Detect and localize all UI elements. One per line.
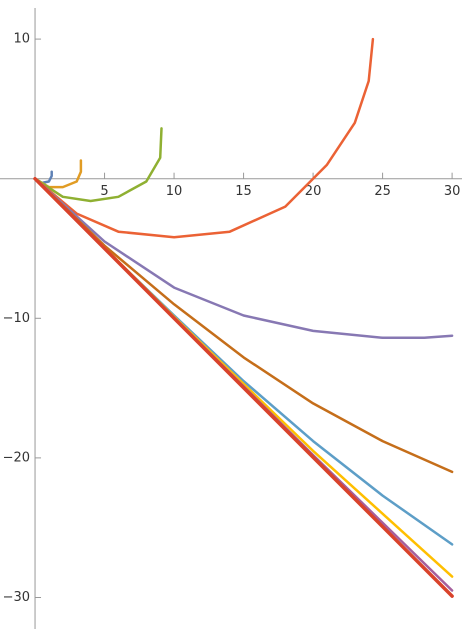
y-tick-label: −30 [3, 590, 30, 605]
x-tick-label: 30 [444, 184, 461, 199]
y-tick-label: −20 [3, 450, 30, 465]
curve [33, 177, 454, 474]
y-tick-label: −10 [3, 311, 30, 326]
curve [33, 127, 163, 203]
x-tick-label: 10 [166, 184, 183, 199]
y-tick-label: 10 [13, 32, 30, 47]
x-tick-label: 20 [305, 184, 322, 199]
x-tick-label: 25 [374, 184, 391, 199]
x-tick-label: 15 [235, 184, 252, 199]
curve [33, 176, 454, 598]
curve [33, 37, 375, 239]
curve [33, 177, 454, 340]
x-tick-label: 5 [100, 184, 108, 199]
